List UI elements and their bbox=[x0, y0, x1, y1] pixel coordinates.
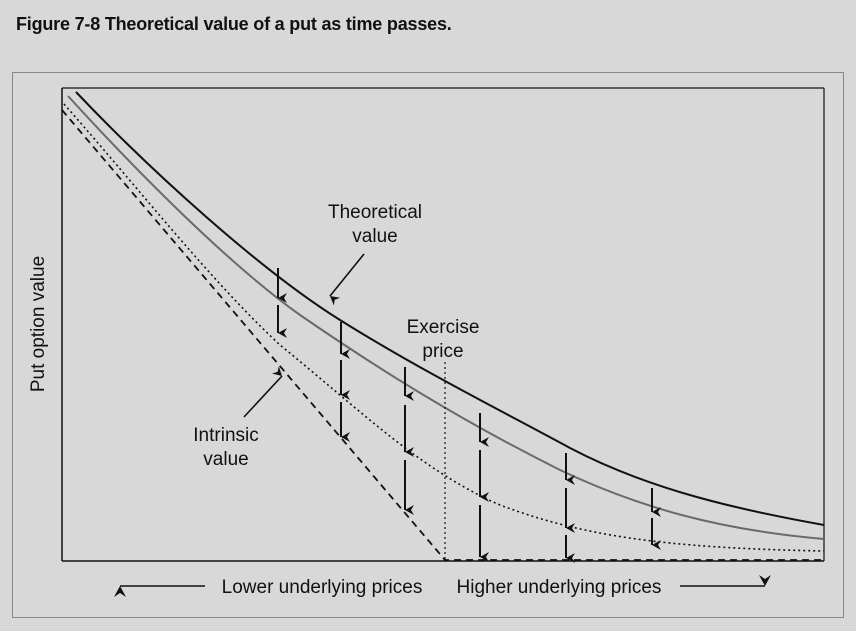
x-left-label: Lower underlying prices bbox=[222, 577, 423, 598]
intrinsic-value-line bbox=[61, 109, 824, 561]
intrinsic-pointer-arrow bbox=[243, 366, 283, 418]
exercise-label-line2: price bbox=[422, 341, 463, 362]
near-expiry-value-curve bbox=[63, 103, 825, 552]
x-right-label: Higher underlying prices bbox=[457, 577, 662, 598]
intrinsic-label-line1: Intrinsic bbox=[193, 425, 258, 446]
exercise-label-line1: Exercise bbox=[407, 317, 480, 338]
time-decayed-value-curve bbox=[67, 95, 825, 540]
figure-title: Figure 7-8 Theoretical value of a put as… bbox=[16, 14, 452, 34]
theoretical-label-line2: value bbox=[352, 226, 397, 247]
theoretical-label-line1: Theoretical bbox=[328, 202, 422, 223]
theoretical-pointer-arrow bbox=[329, 253, 365, 306]
figure-frame bbox=[12, 72, 844, 618]
intrinsic-label-line2: value bbox=[203, 449, 248, 470]
theoretical-value-curve bbox=[75, 91, 825, 526]
y-axis-label: Put option value bbox=[28, 256, 49, 392]
decay-arrows bbox=[277, 268, 661, 563]
